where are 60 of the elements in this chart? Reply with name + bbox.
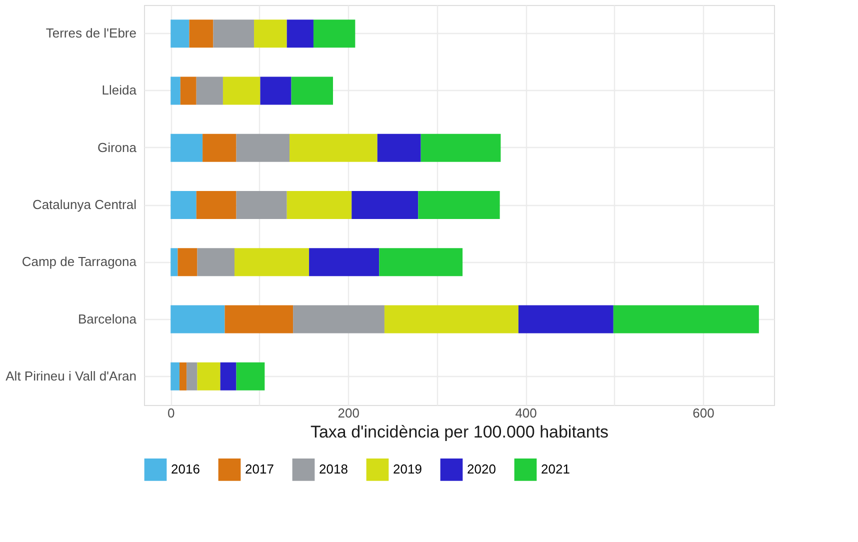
bar [179,362,187,390]
bar [384,305,518,334]
bar [170,362,180,390]
bar [313,20,356,48]
bar [291,76,333,105]
bar [222,76,260,105]
bar [420,134,501,162]
bar [352,191,418,219]
legend-label: 2019 [393,462,422,477]
bar [236,134,290,162]
bar [186,362,198,390]
bar [170,191,196,219]
legend-label: 2018 [319,462,348,477]
bar [236,362,265,390]
bar [290,134,378,162]
bar [379,248,463,276]
y-tick-label: Catalunya Central [32,197,137,212]
bar [170,76,180,105]
y-tick-label: Terres de l'Ebre [46,26,136,41]
bar [224,305,294,334]
bar [170,248,178,276]
bar [196,76,223,105]
y-tick-label: Camp de Tarragona [22,254,138,270]
y-tick-label: Barcelona [78,311,138,326]
bar [418,191,500,219]
bar [213,20,254,48]
bar [178,248,198,276]
bar [613,305,759,334]
bar [286,20,314,48]
y-tick-label: Alt Pirineu i Vall d'Aran [6,368,136,384]
bar [170,305,225,334]
bar [189,20,214,48]
y-tick-label: Lleida [102,82,138,98]
bar [286,191,352,219]
bar [170,134,203,162]
y-tick-label: Girona [97,140,138,155]
bar [260,76,292,105]
bar [236,191,287,219]
x-axis-title: Taxa d'incidència per 100.000 habitants [310,422,609,442]
x-tick-label: 400 [515,406,537,420]
bar [180,76,196,105]
bar [377,134,421,162]
bar [220,362,236,390]
bar [197,362,220,390]
bar [293,305,384,334]
x-tick-label: 600 [692,406,714,420]
bar [202,134,236,162]
bar [254,20,287,48]
x-tick-label: 200 [338,406,360,420]
bar [309,248,380,276]
bar [196,191,236,219]
bar [518,305,614,334]
legend-label: 2016 [171,462,200,477]
bar [197,248,235,276]
x-tick-label: 0 [168,406,175,420]
bar [234,248,310,276]
legend-label: 2021 [541,462,570,477]
legend-label: 2017 [245,462,274,477]
bar [170,20,190,48]
legend-label: 2020 [467,462,496,477]
